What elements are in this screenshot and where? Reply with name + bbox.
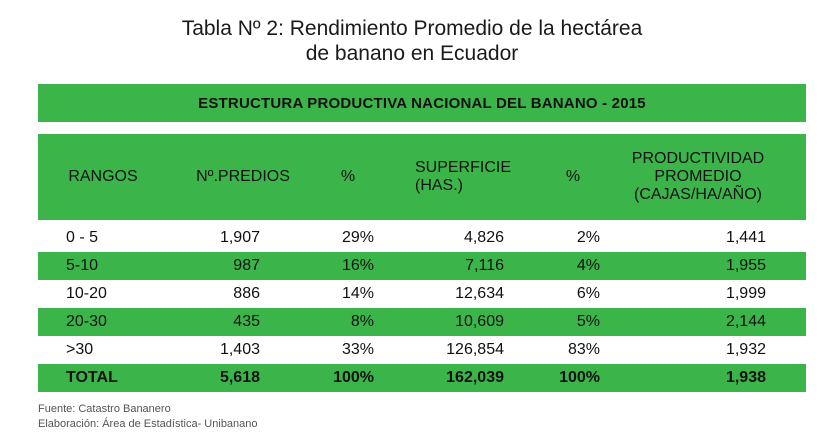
table-title: Tabla Nº 2: Rendimiento Promedio de la h… <box>0 16 824 66</box>
cell-pct-superficie: 100% <box>559 369 600 386</box>
cell-pct-predios: 16% <box>341 257 374 274</box>
header-superficie-line-1: SUPERFICIE <box>414 159 511 176</box>
cell-rango: >30 <box>66 341 94 358</box>
cell-productividad: 2,144 <box>725 313 766 330</box>
cell-productividad: 1,955 <box>725 257 766 274</box>
table-row: 5-10 987 16% 7,116 4% 1,955 <box>38 252 806 280</box>
cell-productividad: 1,938 <box>725 369 766 386</box>
cell-pct-superficie: 83% <box>567 341 600 358</box>
cell-predios: 1,403 <box>219 341 260 358</box>
header-rangos: RANGOS <box>68 168 138 185</box>
table-body: 0 - 5 1,907 29% 4,826 2% 1,441 5-10 987 … <box>38 224 806 392</box>
cell-pct-predios: 29% <box>341 229 374 246</box>
table-banner: ESTRUCTURA PRODUCTIVA NACIONAL DEL BANAN… <box>38 84 806 122</box>
cell-superficie: 4,826 <box>463 229 504 246</box>
source-line-2: Elaboración: Área de Estadística- Uniban… <box>38 418 258 430</box>
cell-rango: 20-30 <box>66 313 107 330</box>
cell-pct-predios: 100% <box>333 369 374 386</box>
cell-pct-predios: 33% <box>341 341 374 358</box>
cell-rango: 0 - 5 <box>66 229 99 246</box>
cell-pct-superficie: 4% <box>576 257 600 274</box>
cell-predios: 435 <box>233 313 260 330</box>
cell-predios: 1,907 <box>219 229 260 246</box>
header-predios: Nº.PREDIOS <box>196 168 290 185</box>
title-line-1: Tabla Nº 2: Rendimiento Promedio de la h… <box>181 17 643 40</box>
cell-rango: 5-10 <box>66 257 99 274</box>
table-row: 10-20 886 14% 12,634 6% 1,999 <box>38 280 806 308</box>
cell-superficie: 162,039 <box>446 369 504 386</box>
cell-pct-superficie: 5% <box>576 313 600 330</box>
title-line-2: de banano en Ecuador <box>305 42 519 65</box>
cell-productividad: 1,441 <box>725 229 766 246</box>
table-row: >30 1,403 33% 126,854 83% 1,932 <box>38 336 806 364</box>
cell-superficie: 12,634 <box>455 285 504 302</box>
cell-superficie: 10,609 <box>455 313 504 330</box>
cell-superficie: 7,116 <box>465 257 504 274</box>
header-pct-superficie: % <box>565 168 581 185</box>
source-line-1: Fuente: Catastro Bananero <box>38 403 171 415</box>
cell-rango: TOTAL <box>66 369 118 386</box>
table-row: 0 - 5 1,907 29% 4,826 2% 1,441 <box>38 224 806 252</box>
cell-rango: 10-20 <box>66 285 107 302</box>
header-prod-line-2: PROMEDIO <box>654 168 742 185</box>
cell-pct-superficie: 6% <box>576 285 600 302</box>
cell-predios: 5,618 <box>219 369 260 386</box>
cell-productividad: 1,932 <box>725 341 766 358</box>
cell-predios: 987 <box>233 257 260 274</box>
table-row-total: TOTAL 5,618 100% 162,039 100% 1,938 <box>38 364 806 392</box>
header-superficie: SUPERFICIE (HAS.) <box>398 134 528 220</box>
header-pct-predios: % <box>340 168 356 185</box>
header-superficie-line-2: (HAS.) <box>414 177 463 194</box>
table-row: 20-30 435 8% 10,609 5% 2,144 <box>38 308 806 336</box>
cell-superficie: 126,854 <box>446 341 504 358</box>
cell-pct-superficie: 2% <box>576 229 600 246</box>
cell-pct-predios: 8% <box>350 313 374 330</box>
cell-pct-predios: 14% <box>341 285 374 302</box>
header-prod-line-3: (CAJAS/HA/AÑO) <box>633 186 762 203</box>
cell-productividad: 1,999 <box>725 285 766 302</box>
cell-predios: 886 <box>233 285 260 302</box>
header-productividad: PRODUCTIVIDAD PROMEDIO (CAJAS/HA/AÑO) <box>608 134 788 220</box>
source-note: Fuente: Catastro Bananero Elaboración: Á… <box>38 402 258 432</box>
header-prod-line-1: PRODUCTIVIDAD <box>631 150 765 167</box>
table-header: RANGOS Nº.PREDIOS % SUPERFICIE (HAS.) % … <box>38 134 806 220</box>
